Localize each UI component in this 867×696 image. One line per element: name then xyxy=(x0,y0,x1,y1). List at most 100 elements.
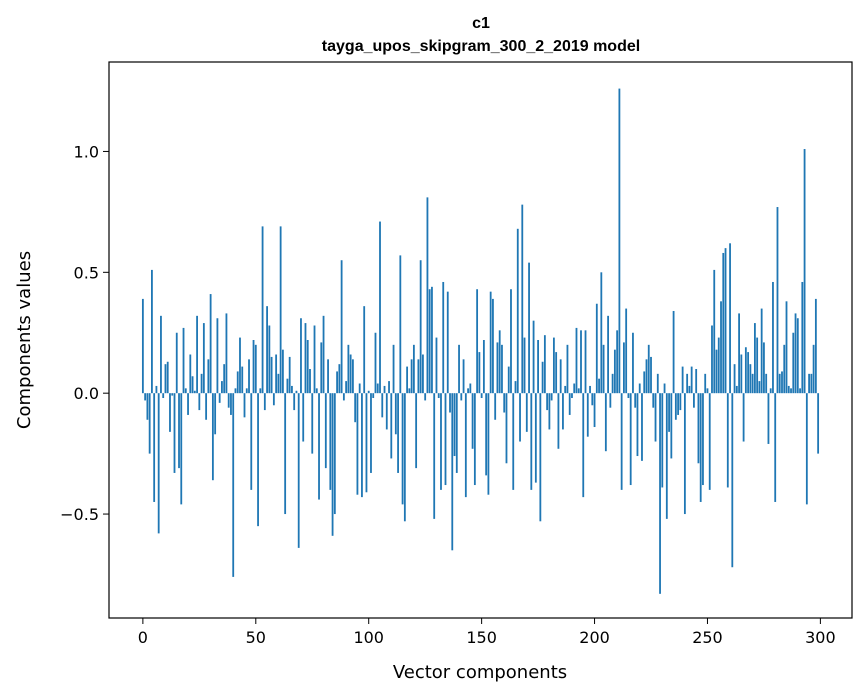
bar xyxy=(401,393,404,505)
bar xyxy=(801,281,804,394)
bar xyxy=(618,88,621,394)
bar xyxy=(774,393,777,502)
bar xyxy=(259,388,262,394)
bar xyxy=(564,385,567,394)
bar xyxy=(525,393,528,432)
bar xyxy=(480,393,483,399)
bar xyxy=(808,373,810,394)
bar xyxy=(492,298,494,394)
bar xyxy=(272,393,275,406)
bar xyxy=(388,381,390,394)
bar xyxy=(340,260,343,394)
bar xyxy=(426,197,429,394)
bar xyxy=(392,344,395,394)
bar xyxy=(322,315,325,394)
bar xyxy=(580,330,582,394)
bar xyxy=(478,352,481,394)
bar xyxy=(239,337,241,394)
bar xyxy=(494,393,497,420)
bar xyxy=(417,359,420,394)
bar xyxy=(586,393,589,437)
bar xyxy=(537,340,539,394)
bar xyxy=(252,340,255,394)
bar xyxy=(182,327,185,394)
bar xyxy=(503,393,506,413)
bar xyxy=(751,373,754,394)
bar xyxy=(616,330,619,394)
plot-frame xyxy=(108,61,853,619)
bar xyxy=(277,373,280,394)
bar xyxy=(519,393,521,442)
bar xyxy=(431,286,433,394)
bar xyxy=(776,207,779,394)
bar xyxy=(523,337,526,394)
bar xyxy=(270,356,273,394)
bar xyxy=(733,364,736,394)
bar xyxy=(756,337,759,394)
bar xyxy=(747,352,750,394)
bar xyxy=(760,308,763,394)
bar xyxy=(647,344,650,394)
bar xyxy=(654,393,657,442)
bar xyxy=(476,289,479,394)
bar xyxy=(636,393,639,457)
bar xyxy=(331,393,334,536)
bar xyxy=(543,335,546,394)
bar xyxy=(659,393,661,594)
bar xyxy=(688,385,691,394)
y-tick-label: 0.0 xyxy=(74,384,99,403)
bar xyxy=(677,393,680,415)
bar xyxy=(352,359,354,394)
bar xyxy=(683,393,686,515)
bar xyxy=(810,373,813,394)
bar xyxy=(218,393,221,403)
bar xyxy=(144,393,147,401)
x-axis-ticks: 0 50 100 150 200 250 300 xyxy=(138,618,836,647)
bar xyxy=(607,315,609,394)
bar xyxy=(372,393,375,399)
bar xyxy=(534,393,537,483)
bar xyxy=(356,393,359,495)
bar xyxy=(778,373,781,394)
bar xyxy=(318,393,320,500)
bar xyxy=(202,323,205,394)
bar xyxy=(498,330,501,394)
bar xyxy=(674,393,677,420)
bar xyxy=(814,298,817,394)
bar xyxy=(632,332,634,394)
bar xyxy=(397,393,399,473)
bar xyxy=(333,393,336,515)
bar xyxy=(141,298,144,394)
bar xyxy=(178,393,180,469)
bar xyxy=(799,388,801,394)
bar xyxy=(173,393,176,473)
x-tick-label: 200 xyxy=(579,628,610,647)
bar xyxy=(345,381,348,394)
bar xyxy=(559,359,562,394)
bar xyxy=(643,371,646,394)
bar xyxy=(765,373,768,394)
bar xyxy=(266,306,268,394)
bar xyxy=(367,390,370,394)
bar xyxy=(699,393,702,502)
bar xyxy=(180,393,183,505)
bar xyxy=(347,344,350,394)
bar xyxy=(281,349,284,394)
bar xyxy=(652,393,655,408)
bar xyxy=(263,393,266,411)
bar xyxy=(785,301,788,394)
bar xyxy=(324,393,327,469)
bar xyxy=(230,393,232,415)
bar xyxy=(462,359,465,394)
bar xyxy=(539,393,542,522)
bar xyxy=(695,369,698,394)
bar xyxy=(738,313,740,394)
y-axis-label: Components values xyxy=(14,251,35,429)
bar xyxy=(232,393,235,577)
bar xyxy=(403,393,406,522)
bar xyxy=(214,393,217,435)
bar xyxy=(803,149,806,394)
bar xyxy=(164,364,167,394)
bar xyxy=(589,385,591,394)
bar xyxy=(656,373,659,394)
